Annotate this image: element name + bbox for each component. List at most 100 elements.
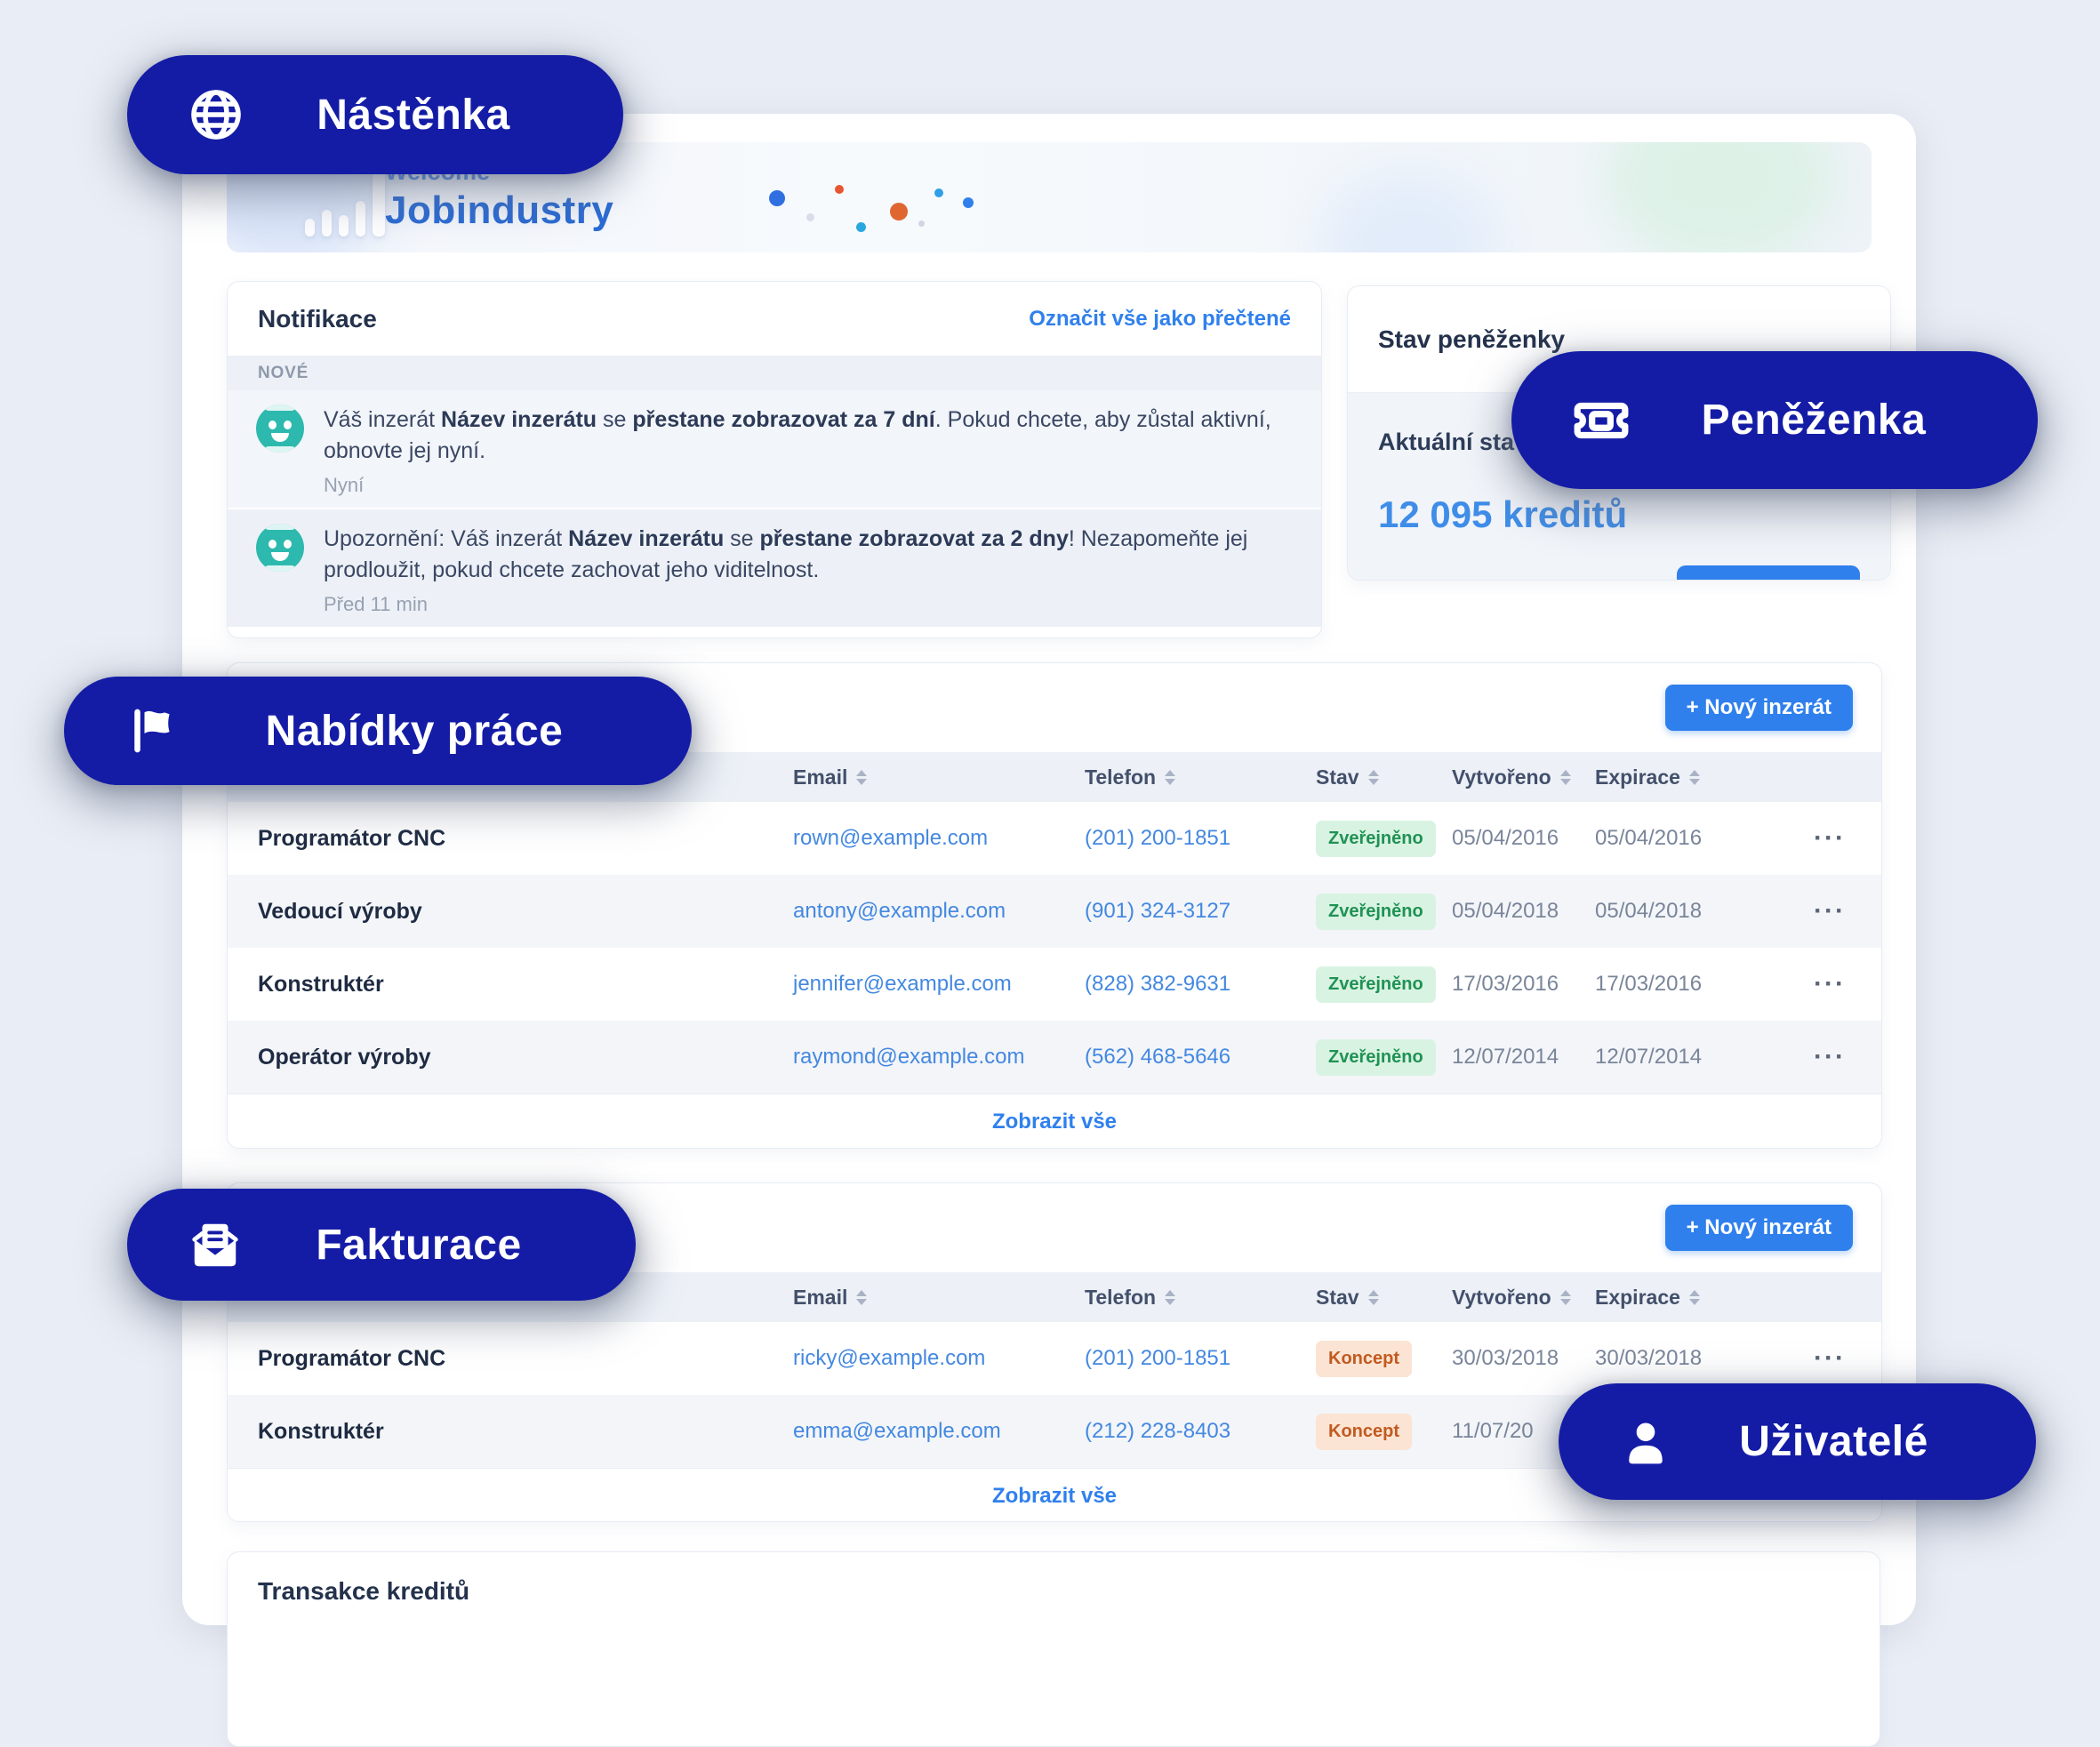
ticket-icon xyxy=(1572,391,1631,450)
sort-icon[interactable] xyxy=(1165,770,1175,785)
phone-link[interactable]: (828) 382-9631 xyxy=(1085,972,1231,996)
sort-icon[interactable] xyxy=(1165,1290,1175,1305)
row-actions-button[interactable]: ··· xyxy=(1814,1042,1846,1071)
phone-link[interactable]: (212) 228-8403 xyxy=(1085,1419,1231,1443)
job-title: Konstruktér xyxy=(258,971,384,997)
notifications-group-label: NOVÉ xyxy=(228,357,1321,390)
status-badge: Zveřejněno xyxy=(1316,1038,1436,1076)
nav-pill-billing[interactable]: Fakturace xyxy=(127,1189,636,1301)
expiry-date: 30/03/2018 xyxy=(1595,1346,1703,1370)
notifications-card: Notifikace Označit vše jako přečtené NOV… xyxy=(227,281,1322,638)
table-row: Operátor výroby raymond@example.com (562… xyxy=(228,1021,1881,1094)
created-date: 30/03/2018 xyxy=(1452,1346,1559,1370)
job-title: Programátor CNC xyxy=(258,1345,446,1371)
transactions-title: Transakce kreditů xyxy=(258,1577,470,1605)
notifications-title: Notifikace xyxy=(258,304,377,333)
column-header-email[interactable]: Email xyxy=(793,765,1085,789)
wallet-topup-button[interactable] xyxy=(1677,565,1860,580)
created-date: 05/04/2018 xyxy=(1452,899,1559,923)
column-header-created[interactable]: Vytvořeno xyxy=(1452,765,1595,789)
column-header-expires[interactable]: Expirace xyxy=(1595,765,1789,789)
brand-name: Jobindustry xyxy=(385,188,614,232)
phone-link[interactable]: (901) 324-3127 xyxy=(1085,899,1231,923)
jobs-show-all-link[interactable]: Zobrazit vše xyxy=(991,1109,1118,1134)
nav-pill-label: Nástěnka xyxy=(317,91,510,139)
row-actions-button[interactable]: ··· xyxy=(1814,896,1846,926)
user-icon xyxy=(1619,1415,1672,1469)
status-badge: Zveřejněno xyxy=(1316,893,1436,930)
nav-pill-dashboard[interactable]: Nástěnka xyxy=(127,55,623,174)
email-link[interactable]: rown@example.com xyxy=(793,826,989,850)
notification-text: Váš inzerát Název inzerátu se přestane z… xyxy=(324,407,1271,463)
table-row: Programátor CNC rown@example.com (201) 2… xyxy=(228,802,1881,875)
expiry-date: 12/07/2014 xyxy=(1595,1045,1703,1069)
mark-all-read-link[interactable]: Označit vše jako přečtené xyxy=(1029,306,1291,331)
notification-time: Nyní xyxy=(324,474,365,496)
nav-pill-label: Nabídky práce xyxy=(265,707,564,755)
notification-text: Upozornění: Váš inzerát Název inzerátu s… xyxy=(324,526,1248,582)
wallet-balance: 12 095 kreditů xyxy=(1378,493,1628,535)
sort-icon[interactable] xyxy=(856,1290,867,1305)
robot-avatar-icon xyxy=(256,405,304,453)
email-link[interactable]: ricky@example.com xyxy=(793,1346,986,1370)
job-listings-section: + Nový inzerát Email Telefon Stav Vytvoř… xyxy=(227,662,1882,1149)
decor-dots xyxy=(760,178,991,240)
notification-item[interactable]: Váš inzerát Název inzerátu se přestane z… xyxy=(228,390,1321,509)
drafts-show-all-link[interactable]: Zobrazit vše xyxy=(991,1483,1118,1508)
column-header-status[interactable]: Stav xyxy=(1316,765,1452,789)
envelope-open-icon xyxy=(188,1217,243,1272)
row-actions-button[interactable]: ··· xyxy=(1814,1343,1846,1373)
table-row: Vedoucí výroby antony@example.com (901) … xyxy=(228,875,1881,948)
notification-time: Před 11 min xyxy=(324,593,428,615)
sort-icon[interactable] xyxy=(1560,1290,1571,1305)
notification-item[interactable]: Upozornění: Váš inzerát Název inzerátu s… xyxy=(228,509,1321,629)
column-header-phone[interactable]: Telefon xyxy=(1085,1286,1316,1310)
created-date: 05/04/2016 xyxy=(1452,826,1559,850)
status-badge: Koncept xyxy=(1316,1413,1412,1450)
credit-transactions-section: Transakce kreditů xyxy=(227,1551,1880,1747)
sort-icon[interactable] xyxy=(1368,1290,1379,1305)
table-row: Programátor CNC ricky@example.com (201) … xyxy=(228,1322,1881,1395)
email-link[interactable]: raymond@example.com xyxy=(793,1045,1025,1069)
status-badge: Zveřejněno xyxy=(1316,966,1436,1003)
sort-icon[interactable] xyxy=(856,770,867,785)
column-header-created[interactable]: Vytvořeno xyxy=(1452,1286,1595,1310)
sort-icon[interactable] xyxy=(1689,770,1700,785)
nav-pill-label: Uživatelé xyxy=(1739,1418,1928,1465)
nav-pill-jobs[interactable]: Nabídky práce xyxy=(64,677,692,785)
table-row: Konstruktér jennifer@example.com (828) 3… xyxy=(228,948,1881,1021)
created-date: 11/07/20 xyxy=(1452,1419,1534,1443)
expiry-date: 05/04/2016 xyxy=(1595,826,1703,850)
job-title: Vedoucí výroby xyxy=(258,898,422,924)
column-header-phone[interactable]: Telefon xyxy=(1085,765,1316,789)
column-header-status[interactable]: Stav xyxy=(1316,1286,1452,1310)
sort-icon[interactable] xyxy=(1368,770,1379,785)
row-actions-button[interactable]: ··· xyxy=(1814,969,1846,998)
email-link[interactable]: jennifer@example.com xyxy=(793,972,1012,996)
created-date: 17/03/2016 xyxy=(1452,972,1559,996)
job-title: Programátor CNC xyxy=(258,825,446,851)
new-listing-button[interactable]: + Nový inzerát xyxy=(1664,1205,1853,1251)
column-header-email[interactable]: Email xyxy=(793,1286,1085,1310)
wallet-title: Stav peněženky xyxy=(1378,325,1566,353)
row-actions-button[interactable]: ··· xyxy=(1814,823,1846,853)
status-badge: Zveřejněno xyxy=(1316,820,1436,857)
sort-icon[interactable] xyxy=(1560,770,1571,785)
nav-pill-wallet[interactable]: Peněženka xyxy=(1511,351,2038,489)
globe-icon xyxy=(188,86,244,143)
bar-chart-icon xyxy=(305,158,385,236)
phone-link[interactable]: (201) 200-1851 xyxy=(1085,826,1231,850)
wallet-current-label: Aktuální stav xyxy=(1378,429,1528,455)
phone-link[interactable]: (201) 200-1851 xyxy=(1085,1346,1231,1370)
email-link[interactable]: antony@example.com xyxy=(793,899,1006,923)
email-link[interactable]: emma@example.com xyxy=(793,1419,1001,1443)
job-title: Konstruktér xyxy=(258,1418,384,1444)
sort-icon[interactable] xyxy=(1689,1290,1700,1305)
new-listing-button[interactable]: + Nový inzerát xyxy=(1664,685,1853,731)
decor-blob xyxy=(1320,172,1498,252)
column-header-expires[interactable]: Expirace xyxy=(1595,1286,1789,1310)
status-badge: Koncept xyxy=(1316,1340,1412,1377)
nav-pill-users[interactable]: Uživatelé xyxy=(1559,1383,2036,1500)
phone-link[interactable]: (562) 468-5646 xyxy=(1085,1045,1231,1069)
nav-pill-label: Peněženka xyxy=(1701,397,1927,444)
